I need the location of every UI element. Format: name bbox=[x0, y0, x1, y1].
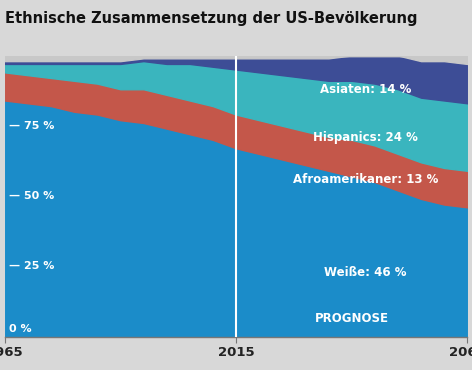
Text: — 75 %: — 75 % bbox=[9, 121, 55, 131]
Text: Ethnische Zusammensetzung der US-Bevölkerung: Ethnische Zusammensetzung der US-Bevölke… bbox=[5, 11, 417, 26]
Text: — 25 %: — 25 % bbox=[9, 261, 55, 272]
Text: Hispanics: 24 %: Hispanics: 24 % bbox=[313, 131, 418, 144]
Text: Afroamerikaner: 13 %: Afroamerikaner: 13 % bbox=[293, 173, 438, 186]
Text: — 50 %: — 50 % bbox=[9, 191, 55, 201]
Text: Weiße: 46 %: Weiße: 46 % bbox=[324, 266, 407, 279]
Text: 0 %: 0 % bbox=[9, 324, 32, 334]
Text: PROGNOSE: PROGNOSE bbox=[315, 312, 388, 326]
Text: Asiaten: 14 %: Asiaten: 14 % bbox=[320, 83, 411, 96]
